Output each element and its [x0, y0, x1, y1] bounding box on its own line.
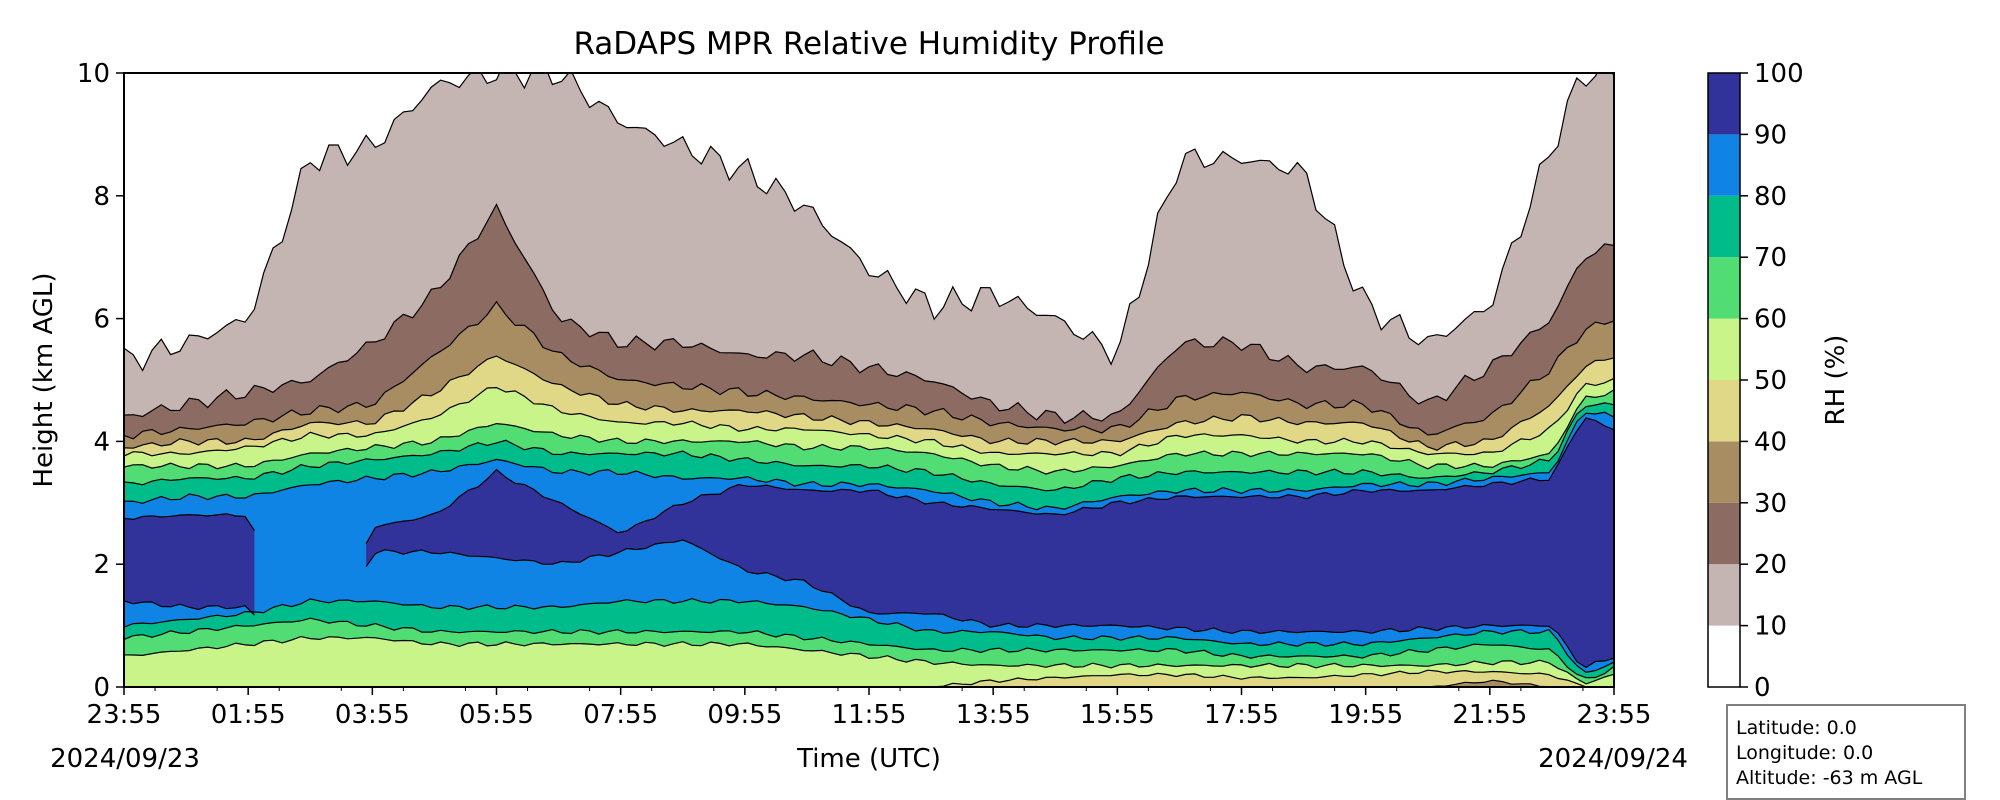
colorbar-swatch	[1708, 73, 1740, 135]
x-tick-label: 21:55	[1452, 700, 1527, 730]
colorbar-tick-label: 20	[1754, 550, 1787, 580]
altitude-text: Altitude: -63 m AGL	[1736, 767, 1923, 789]
x-tick-label: 13:55	[956, 700, 1031, 730]
colorbar-tick-label: 0	[1754, 673, 1771, 703]
rh-band-40-50-lower	[124, 670, 1614, 687]
colorbar-swatch	[1708, 257, 1740, 319]
rh-band-90-100-main	[366, 417, 1614, 668]
contour-80-lower	[124, 597, 1614, 674]
contour-60-lower	[124, 635, 1614, 685]
station-info-box: Latitude: 0.0 Longitude: 0.0 Altitude: -…	[1726, 704, 1966, 800]
colorbar-tick-label: 80	[1754, 182, 1787, 212]
colorbar-tick-label: 10	[1754, 612, 1787, 642]
rh-band-40-50	[124, 356, 1614, 457]
colorbar: 0 10 20 30 40 50 60 70 80 90 100	[1707, 59, 1804, 703]
x-tick-label: 15:55	[1080, 700, 1155, 730]
y-tick-label: 0	[93, 673, 110, 703]
x-start-date: 2024/09/23	[50, 744, 200, 774]
colorbar-swatch	[1708, 380, 1740, 442]
x-tick-label: 19:55	[1328, 700, 1403, 730]
colorbar-swatch	[1708, 564, 1740, 626]
contour-50	[124, 377, 1614, 457]
x-tick-label: 23:55	[1577, 700, 1652, 730]
rh-band-60-70	[124, 389, 1614, 491]
x-tick-label: 05:55	[459, 700, 534, 730]
y-tick-label: 8	[93, 182, 110, 212]
x-tick-label: 11:55	[832, 700, 907, 730]
x-end-date: 2024/09/24	[1538, 744, 1688, 774]
colorbar-swatch	[1708, 625, 1740, 687]
y-axis: 0 2 4 6 8 10	[77, 59, 124, 703]
rh-band-30-40	[124, 301, 1614, 451]
y-tick-label: 4	[93, 427, 110, 457]
y-axis-label: Height (km AGL)	[29, 272, 59, 487]
rh-band-70-80	[124, 402, 1614, 510]
rh-band-0-10	[124, 73, 1614, 371]
colorbar-tick-label: 100	[1754, 59, 1804, 89]
colorbar-tick-label: 50	[1754, 366, 1787, 396]
contour-40	[124, 355, 1614, 451]
colorbar-swatch	[1708, 195, 1740, 258]
x-axis-label: Time (UTC)	[796, 744, 941, 774]
rh-band-10-20	[124, 73, 1614, 424]
rh-band-90-100-early	[124, 513, 255, 616]
latitude-text: Latitude: 0.0	[1736, 717, 1857, 739]
x-tick-label: 09:55	[707, 700, 782, 730]
y-tick-label: 10	[77, 59, 110, 89]
colorbar-swatch	[1708, 134, 1740, 196]
contour-70-lower	[124, 617, 1614, 679]
contour-30	[124, 300, 1614, 440]
x-tick-label: 01:55	[211, 700, 286, 730]
x-axis: 23:55 01:55 03:55 05:55 07:55 09:55 11:55 13:55…	[87, 687, 1652, 730]
rh-band-20-30	[124, 204, 1614, 439]
y-tick-label: 2	[93, 550, 110, 580]
colorbar-tick-label: 40	[1754, 427, 1787, 457]
chart-title: RaDAPS MPR Relative Humidity Profile	[573, 26, 1164, 62]
rh-band-50-60-lower	[124, 636, 1614, 687]
colorbar-tick-label: 90	[1754, 120, 1787, 150]
longitude-text: Longitude: 0.0	[1736, 742, 1874, 764]
y-tick-label: 6	[93, 305, 110, 335]
x-tick-label: 23:55	[87, 700, 162, 730]
colorbar-tick-label: 70	[1754, 243, 1787, 273]
contour-50-lower	[124, 669, 1614, 687]
contour-70	[124, 402, 1614, 492]
x-tick-label: 03:55	[335, 700, 410, 730]
x-tick-label: 17:55	[1204, 700, 1279, 730]
rh-band-50-60	[124, 378, 1614, 475]
contour-80	[124, 411, 1614, 511]
contour-10	[124, 73, 1614, 372]
x-tick-label: 07:55	[583, 700, 658, 730]
contour-20	[124, 203, 1614, 425]
colorbar-tick-label: 60	[1754, 305, 1787, 335]
colorbar-swatch	[1708, 318, 1740, 380]
colorbar-label: RH (%)	[1821, 335, 1851, 426]
contour-90-early	[124, 513, 255, 616]
contour-60	[124, 389, 1614, 475]
contour-line-layer	[124, 73, 1614, 687]
colorbar-swatch	[1708, 502, 1740, 565]
contour-90-main	[365, 417, 1614, 669]
colorbar-tick-label: 30	[1754, 489, 1787, 519]
colorbar-swatch	[1708, 441, 1740, 503]
contour-fill-layer	[124, 73, 1614, 687]
